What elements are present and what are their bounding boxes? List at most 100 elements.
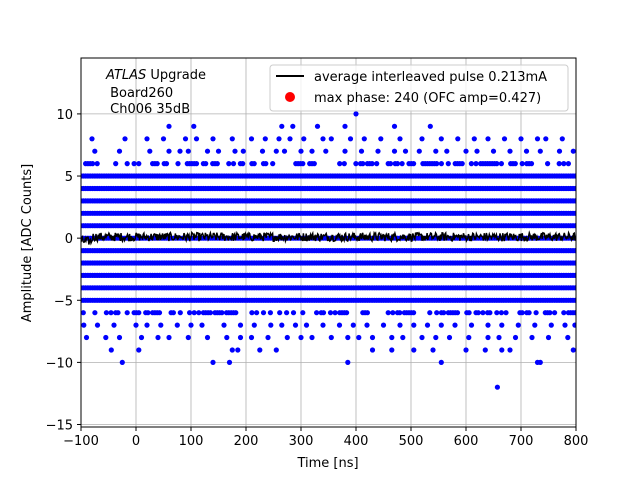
scatter-point: [482, 347, 488, 353]
x-axis-label: Time [ns]: [296, 456, 358, 471]
scatter-point: [444, 148, 450, 154]
scatter-point: [170, 310, 176, 316]
scatter-point: [572, 198, 576, 204]
legend-entry-average-pulse: average interleaved pulse 0.213mA: [314, 70, 547, 85]
scatter-point: [519, 161, 525, 167]
scatter-point: [113, 161, 119, 167]
scatter-point: [533, 310, 539, 316]
scatter-point: [474, 148, 480, 154]
scatter-point: [389, 334, 395, 341]
scatter-point: [468, 322, 475, 328]
scatter-point: [446, 334, 453, 341]
scatter-point: [138, 334, 145, 341]
legend: average interleaved pulse 0.213mA max ph…: [269, 64, 569, 112]
scatter-point: [572, 173, 576, 179]
scatter-point: [561, 310, 567, 316]
scatter-point: [279, 322, 285, 328]
scatter-point: [240, 148, 246, 154]
scatter-point: [163, 161, 170, 167]
scatter-point: [175, 161, 181, 167]
scatter-point: [166, 334, 172, 341]
scatter-point: [237, 322, 244, 328]
scatter-point: [251, 322, 257, 328]
scatter-point: [226, 161, 232, 167]
scatter-point: [191, 310, 197, 316]
scatter-point: [83, 334, 90, 341]
scatter-point: [496, 334, 502, 341]
scatter-point: [303, 322, 310, 328]
scatter-point: [320, 136, 326, 142]
scatter-point: [503, 310, 509, 316]
x-tick-label: 700: [509, 434, 534, 449]
x-tick-label: 400: [344, 434, 369, 449]
scatter-point: [552, 310, 558, 316]
scatter-point: [323, 148, 329, 154]
scatter-point: [257, 347, 263, 353]
scatter-point: [433, 148, 439, 154]
scatter-point: [332, 310, 338, 316]
annotation-rest: Upgrade: [146, 68, 206, 83]
scatter-point: [309, 148, 315, 154]
scatter-point: [411, 161, 417, 167]
scatter-point: [471, 136, 477, 142]
scatter-point: [281, 148, 288, 154]
scatter-point: [572, 248, 576, 254]
scatter-point: [336, 322, 343, 328]
annotation-italic: ATLAS: [105, 68, 146, 83]
scatter-point: [185, 334, 191, 341]
scatter-point: [391, 123, 398, 129]
scatter-point: [570, 347, 576, 353]
scatter-point: [174, 322, 180, 328]
scatter-point: [534, 136, 541, 142]
scatter-point: [290, 123, 296, 129]
scatter-point: [515, 322, 521, 328]
scatter-point: [254, 310, 260, 316]
scatter-point: [207, 310, 213, 316]
scatter-point: [344, 310, 350, 316]
scatter-point: [397, 136, 403, 142]
x-tick-label: 500: [399, 434, 424, 449]
scatter-point: [320, 310, 327, 316]
scatter-point: [327, 310, 334, 316]
scatter-points: [81, 111, 576, 390]
scatter-point: [284, 310, 290, 316]
scatter-point: [556, 148, 563, 154]
x-tick-label: 0: [132, 434, 140, 449]
scatter-point: [399, 161, 405, 167]
scatter-point: [92, 148, 98, 154]
scatter-point: [364, 310, 370, 316]
scatter-point: [547, 310, 553, 316]
scatter-point: [473, 161, 479, 167]
scatter-point: [122, 136, 128, 142]
scatter-point: [235, 347, 241, 353]
scatter-point: [572, 285, 576, 291]
scatter-point: [485, 136, 491, 142]
scatter-point: [144, 322, 150, 328]
scatter-point: [347, 136, 354, 142]
scatter-point: [290, 310, 297, 316]
scatter-point: [204, 334, 211, 341]
scatter-point: [240, 161, 246, 167]
scatter-point: [203, 161, 209, 167]
axes-frame: [80, 57, 577, 428]
scatter-point: [454, 310, 461, 316]
scatter-point: [438, 359, 444, 365]
y-tick-label: 0: [65, 232, 73, 247]
scatter-point: [92, 310, 98, 316]
scatter-point: [273, 148, 279, 154]
scatter-point: [427, 310, 433, 316]
scatter-point: [358, 148, 365, 154]
scatter-point: [353, 161, 359, 167]
scatter-point: [441, 310, 447, 316]
legend-entry-max-phase: max phase: 240 (OFC amp=0.427): [314, 91, 541, 106]
scatter-point: [259, 148, 266, 154]
scatter-point: [499, 322, 505, 328]
scatter-point: [300, 310, 306, 316]
y-tick-label: 5: [65, 170, 73, 185]
scatter-point: [498, 161, 504, 167]
scatter-point: [309, 334, 315, 341]
scatter-point: [356, 334, 362, 341]
scatter-point: [219, 310, 225, 316]
scatter-point: [262, 136, 268, 142]
scatter-point: [487, 310, 493, 316]
